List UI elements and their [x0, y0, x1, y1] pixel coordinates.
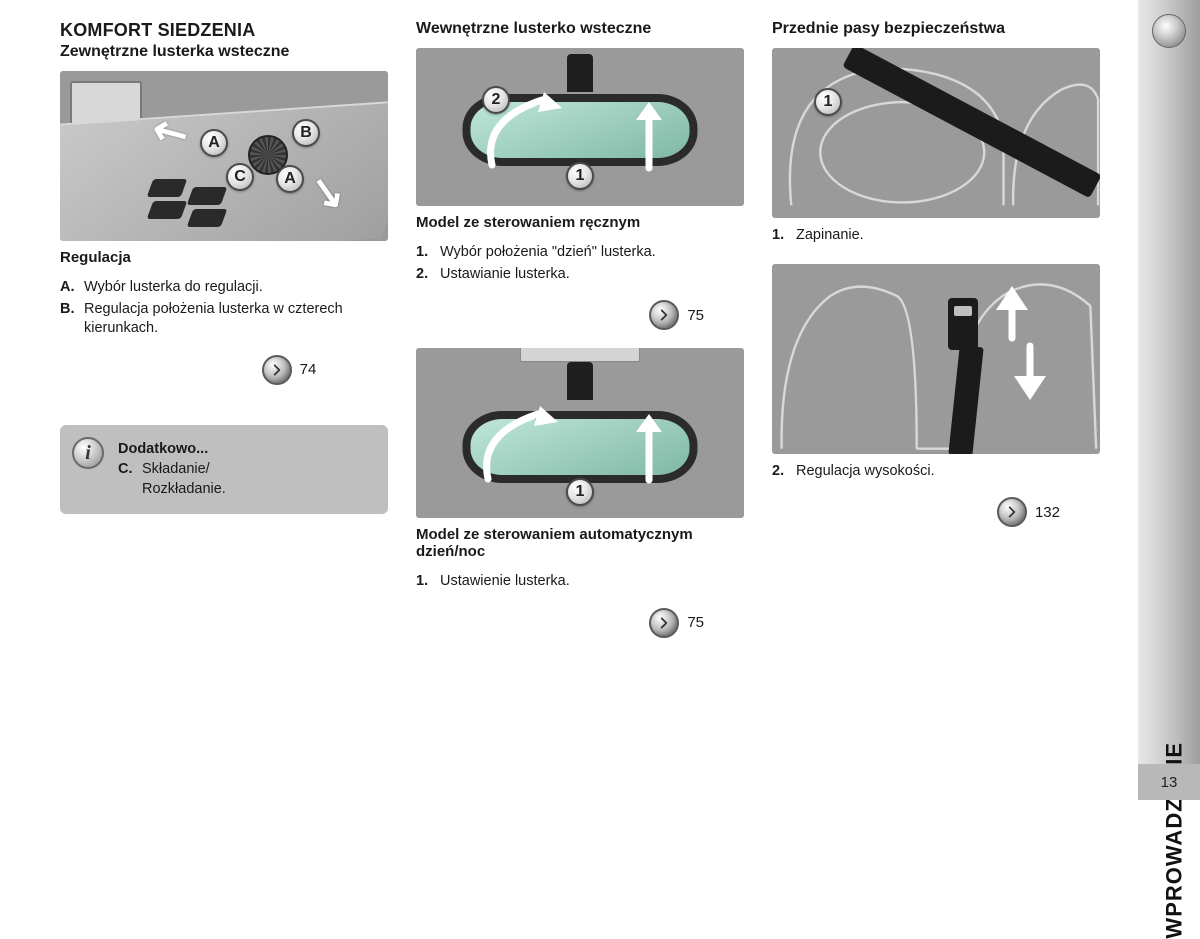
- callout-a: A: [200, 129, 228, 157]
- callout-b: B: [292, 119, 320, 147]
- callout-2: 2: [482, 86, 510, 114]
- window-switch-icon: [147, 179, 188, 197]
- heading-comfort: KOMFORT SIEDZENIA: [60, 20, 388, 41]
- list-item: 2. Ustawianie lusterka.: [416, 265, 744, 285]
- list-val: Ustawienie lusterka.: [440, 572, 744, 592]
- info-box-additional: i Dodatkowo... C. Składanie/ Rozkładanie…: [60, 425, 388, 514]
- page-reference[interactable]: 75: [649, 608, 744, 638]
- chevron-right-icon: [262, 355, 292, 385]
- page-number: 13: [1138, 764, 1200, 800]
- label-adjustment: Regulacja: [60, 249, 388, 266]
- list-key: 1.: [772, 226, 796, 246]
- info-line: Rozkładanie.: [142, 481, 226, 497]
- mirror-stem-shape: [567, 54, 593, 92]
- list-item: 1. Wybór położenia "dzień" lusterka.: [416, 243, 744, 263]
- list-val: Wybór położenia "dzień" lusterka.: [440, 243, 744, 263]
- list-height-steps: 2. Regulacja wysokości.: [772, 462, 1100, 484]
- list-fasten-steps: 1. Zapinanie.: [772, 226, 1100, 248]
- heading-seat-belts: Przednie pasy bezpieczeństwa: [772, 20, 1100, 38]
- heading-interior-mirror: Wewnętrzne lusterko wsteczne: [416, 20, 744, 38]
- callout-c: C: [226, 163, 254, 191]
- list-val: Wybór lusterka do regulacji.: [84, 278, 388, 298]
- page-reference-number: 74: [300, 361, 317, 378]
- window-switch-icon: [147, 201, 188, 219]
- list-key: 2.: [772, 462, 796, 482]
- list-key: B.: [60, 300, 84, 339]
- list-item: B. Regulacja położenia lusterka w cztere…: [60, 300, 388, 339]
- list-key: 1.: [416, 243, 440, 263]
- info-line: Składanie/: [142, 461, 210, 477]
- column-seat-belts: Przednie pasy bezpieczeństwa 1 1. Zapina…: [772, 20, 1100, 780]
- list-item: 1. Zapinanie.: [772, 226, 1100, 246]
- callout-a: A: [276, 165, 304, 193]
- callout-1: 1: [566, 162, 594, 190]
- list-val: Zapinanie.: [796, 226, 1100, 246]
- chevron-right-icon: [649, 300, 679, 330]
- list-key: 1.: [416, 572, 440, 592]
- list-manual-mirror-steps: 1. Wybór położenia "dzień" lusterka. 2. …: [416, 243, 744, 286]
- list-auto-mirror-steps: 1. Ustawienie lusterka.: [416, 572, 744, 594]
- page-reference-number: 75: [687, 614, 704, 631]
- list-key: 2.: [416, 265, 440, 285]
- callout-1: 1: [814, 88, 842, 116]
- chevron-right-icon: [649, 608, 679, 638]
- figure-seat-belt-height: [772, 264, 1100, 454]
- callout-1: 1: [566, 478, 594, 506]
- page-reference-number: 132: [1035, 504, 1060, 521]
- subheading-exterior-mirrors: Zewnętrzne lusterka wsteczne: [60, 43, 388, 61]
- figure-interior-mirror-auto: 1: [416, 348, 744, 518]
- list-val: Ustawianie lusterka.: [440, 265, 744, 285]
- seat-outline-icon: [772, 48, 1100, 218]
- list-item: A. Wybór lusterka do regulacji.: [60, 278, 388, 298]
- ceiling-console-shape: [520, 348, 640, 362]
- info-key: C.: [118, 459, 142, 500]
- up-arrow-icon: [614, 410, 684, 490]
- mirror-stem-shape: [567, 362, 593, 400]
- list-item: 1. Ustawienie lusterka.: [416, 572, 744, 592]
- list-item: 2. Regulacja wysokości.: [772, 462, 1100, 482]
- page-reference[interactable]: 74: [262, 355, 357, 385]
- page-reference[interactable]: 75: [649, 300, 744, 330]
- figure-interior-mirror-manual: 2 1: [416, 48, 744, 206]
- list-val: Regulacja wysokości.: [796, 462, 1100, 482]
- page-reference-number: 75: [687, 307, 704, 324]
- info-icon: i: [72, 437, 104, 469]
- curved-arrow-icon: [468, 404, 568, 494]
- list-key: A.: [60, 278, 84, 298]
- double-arrow-icon: [972, 282, 1062, 412]
- window-switch-icon: [187, 187, 228, 205]
- chevron-right-icon: [997, 497, 1027, 527]
- info-title: Dodatkowo...: [118, 439, 372, 459]
- figure-exterior-mirror-controls: ↖ ↘ A B C A: [60, 71, 388, 241]
- page-reference[interactable]: 132: [997, 497, 1100, 527]
- side-tab: WPROWADZENIE 13: [1138, 0, 1200, 800]
- window-switch-icon: [187, 209, 228, 227]
- label-auto-model: Model ze sterowaniem automatycznym dzień…: [416, 526, 744, 560]
- up-arrow-icon: [614, 98, 684, 178]
- column-exterior-mirrors: KOMFORT SIEDZENIA Zewnętrzne lusterka ws…: [60, 20, 388, 780]
- figure-seat-belt-fasten: 1: [772, 48, 1100, 218]
- column-interior-mirror: Wewnętrzne lusterko wsteczne 2 1 Model z…: [416, 20, 744, 780]
- brand-logo-icon: [1152, 14, 1186, 48]
- label-manual-model: Model ze sterowaniem ręcznym: [416, 214, 744, 231]
- list-exterior-mirror-steps: A. Wybór lusterka do regulacji. B. Regul…: [60, 278, 388, 341]
- list-val: Regulacja położenia lusterka w czterech …: [84, 300, 388, 339]
